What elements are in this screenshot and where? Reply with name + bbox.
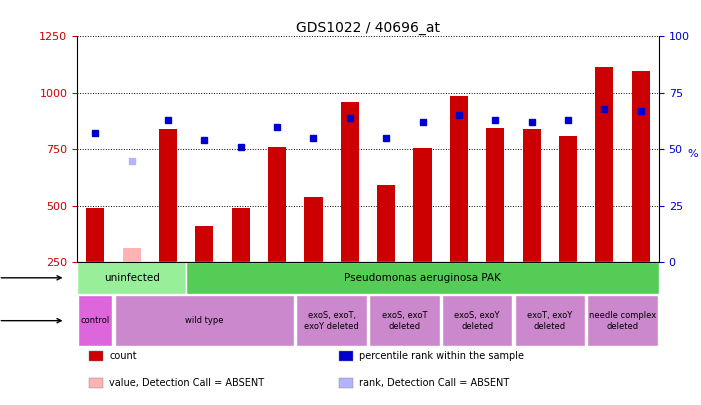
Bar bbox=[89, 378, 103, 388]
Bar bbox=[339, 352, 353, 361]
Text: exoS, exoT,
exoY deleted: exoS, exoT, exoY deleted bbox=[304, 311, 359, 331]
Bar bbox=[196, 226, 214, 262]
Bar bbox=[450, 96, 468, 262]
Bar bbox=[186, 262, 659, 294]
Bar bbox=[369, 295, 440, 346]
Text: Pseudomonas aeruginosa PAK: Pseudomonas aeruginosa PAK bbox=[344, 273, 501, 283]
Text: exoS, exoT
deleted: exoS, exoT deleted bbox=[381, 311, 427, 331]
Text: value, Detection Call = ABSENT: value, Detection Call = ABSENT bbox=[109, 378, 264, 388]
Bar bbox=[486, 128, 505, 262]
Text: needle complex
deleted: needle complex deleted bbox=[589, 311, 656, 331]
Text: infection: infection bbox=[0, 273, 61, 283]
Bar bbox=[339, 378, 353, 388]
Text: percentile rank within the sample: percentile rank within the sample bbox=[360, 351, 524, 361]
Bar bbox=[123, 249, 141, 262]
Bar bbox=[377, 185, 395, 262]
Text: exoS, exoY
deleted: exoS, exoY deleted bbox=[454, 311, 500, 331]
Bar bbox=[414, 148, 432, 262]
Bar bbox=[79, 295, 112, 346]
Bar bbox=[587, 295, 658, 346]
Bar bbox=[114, 295, 294, 346]
Y-axis label: %: % bbox=[687, 149, 697, 159]
Text: genotype/variation: genotype/variation bbox=[0, 315, 61, 326]
Bar bbox=[77, 262, 186, 294]
Bar bbox=[89, 352, 103, 361]
Bar bbox=[341, 102, 359, 262]
Bar bbox=[515, 295, 585, 346]
Text: control: control bbox=[81, 316, 110, 325]
Bar bbox=[559, 136, 577, 262]
Text: exoT, exoY
deleted: exoT, exoY deleted bbox=[527, 311, 573, 331]
Bar bbox=[159, 129, 177, 262]
Bar bbox=[442, 295, 512, 346]
Bar bbox=[522, 129, 540, 262]
Bar bbox=[268, 147, 286, 262]
Bar bbox=[297, 295, 367, 346]
Text: wild type: wild type bbox=[185, 316, 224, 325]
Text: count: count bbox=[109, 351, 137, 361]
Bar bbox=[231, 208, 250, 262]
Text: rank, Detection Call = ABSENT: rank, Detection Call = ABSENT bbox=[360, 378, 510, 388]
Title: GDS1022 / 40696_at: GDS1022 / 40696_at bbox=[296, 21, 440, 35]
Text: uninfected: uninfected bbox=[104, 273, 160, 283]
Bar bbox=[632, 71, 650, 262]
Bar bbox=[86, 208, 104, 262]
Bar bbox=[304, 196, 322, 262]
Bar bbox=[595, 67, 613, 262]
